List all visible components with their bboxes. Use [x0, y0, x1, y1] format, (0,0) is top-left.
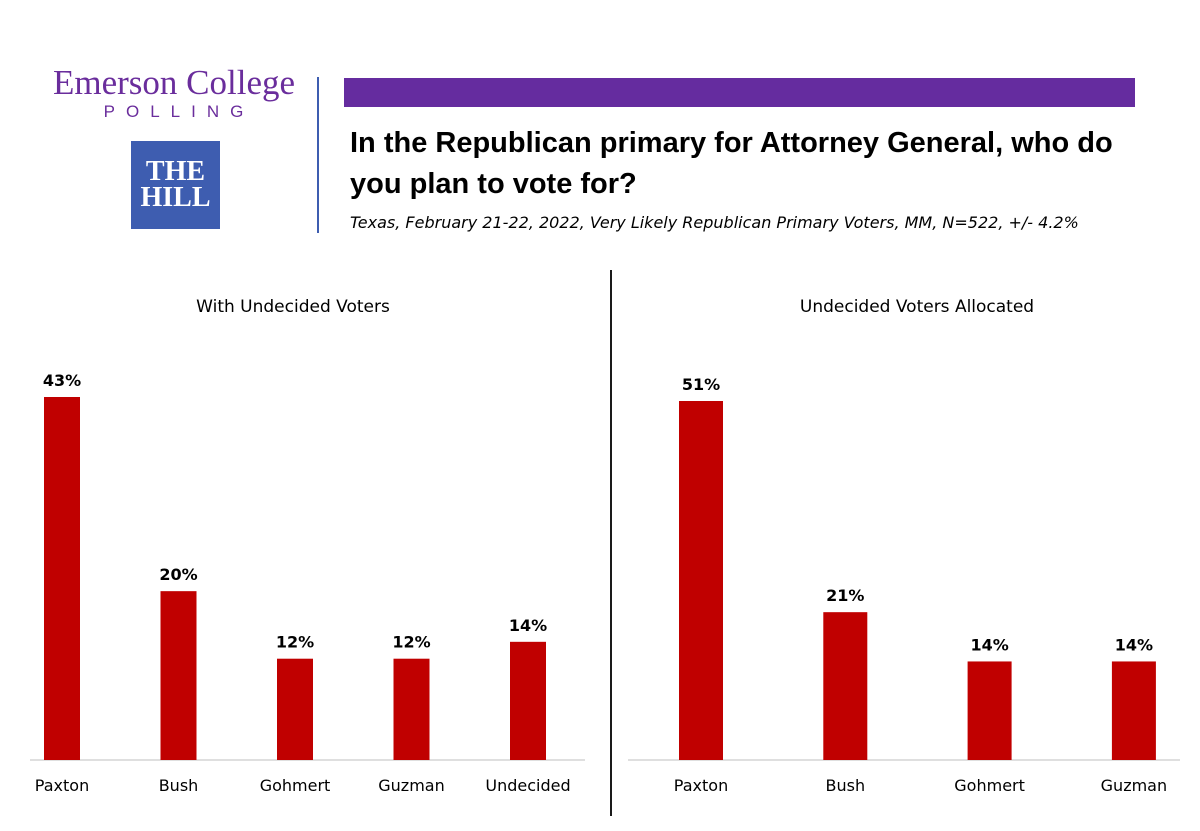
data-label-bush: 21%	[826, 586, 864, 605]
bar-gohmert	[277, 658, 313, 760]
bar-undecided	[510, 641, 546, 760]
data-label-gohmert: 12%	[276, 633, 314, 652]
tick-label-paxton: Paxton	[35, 776, 89, 795]
chart-subtitle: Texas, February 21-22, 2022, Very Likely…	[350, 213, 1079, 232]
data-label-bush: 20%	[159, 565, 197, 584]
bar-guzman	[1111, 661, 1156, 760]
tick-label-bush: Bush	[159, 776, 199, 795]
accent-bar	[344, 78, 1135, 107]
data-label-gohmert: 14%	[970, 635, 1008, 654]
bar-bush	[160, 591, 197, 760]
chart-title: In the Republican primary for Attorney G…	[350, 127, 1113, 200]
bar-gohmert	[967, 661, 1012, 760]
bar-bush	[823, 612, 868, 760]
tick-label-guzman: Guzman	[378, 776, 444, 795]
bar-guzman	[393, 658, 430, 760]
the-hill-logo-line1: THE	[145, 156, 206, 187]
tick-label-bush: Bush	[826, 776, 866, 795]
panel-divider	[610, 270, 612, 816]
data-label-paxton: 43%	[43, 371, 81, 390]
tick-label-gohmert: Gohmert	[954, 776, 1025, 795]
data-label-guzman: 12%	[392, 633, 430, 652]
bar-paxton	[44, 397, 80, 760]
tick-label-guzman: Guzman	[1101, 776, 1167, 795]
the-hill-logo: THE HILL	[131, 141, 220, 229]
data-label-paxton: 51%	[682, 375, 720, 394]
emerson-logo-name: Emerson College	[52, 63, 296, 102]
tick-label-paxton: Paxton	[674, 776, 728, 795]
tick-label-gohmert: Gohmert	[260, 776, 331, 795]
header-divider	[317, 77, 319, 233]
tick-label-undecided: Undecided	[485, 776, 570, 795]
panel-title: Undecided Voters Allocated	[800, 297, 1034, 317]
emerson-college-logo: Emerson College POLLING	[40, 64, 308, 122]
bar-paxton	[679, 401, 723, 760]
data-label-guzman: 14%	[1115, 635, 1153, 654]
data-label-undecided: 14%	[509, 616, 547, 635]
panel-title: With Undecided Voters	[196, 297, 390, 317]
the-hill-logo-line2: HILL	[140, 182, 211, 213]
emerson-logo-polling: POLLING	[103, 102, 255, 121]
